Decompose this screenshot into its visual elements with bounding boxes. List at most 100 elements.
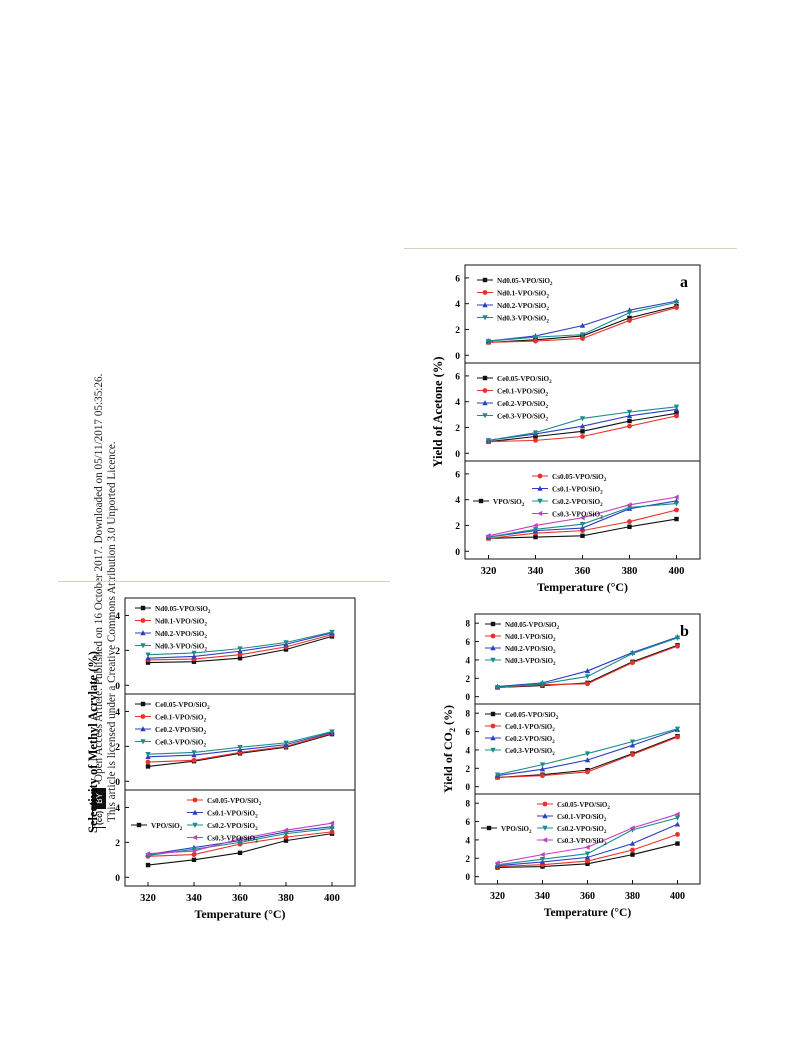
x-tick-label: 340: [186, 893, 202, 904]
data-point: [584, 844, 590, 850]
legend-marker: [192, 809, 198, 815]
data-point: [145, 660, 151, 665]
legend-label: Nd0.2-VPO/SiO2: [497, 302, 549, 312]
subplot-1: 0 2 4 6 Nd0.05-VPO/SiO2 Nd0.1-VPO/SiO2 Nd0.2-V…: [455, 274, 680, 362]
legend-marker: [482, 375, 488, 381]
data-point: [674, 305, 679, 310]
data-point: [584, 674, 591, 680]
legend-marker: [140, 739, 146, 745]
data-point: [145, 752, 151, 758]
legend-marker: [140, 630, 146, 636]
x-tick-label: 320: [481, 566, 497, 577]
data-point: [539, 857, 546, 863]
legend-marker: [490, 723, 496, 729]
divider-top: [404, 248, 737, 249]
y-tick-label: 8: [466, 799, 471, 809]
data-point: [627, 423, 632, 429]
data-point: [629, 840, 636, 846]
subplot-3: 0 2 4 6 VPO/SiO2 Cs0.05-VPO/SiO2 Cs0.1-VPO/SiO…: [455, 470, 680, 558]
data-point: [283, 647, 289, 652]
legend-label: Cs0.1-VPO/SiO2: [207, 810, 258, 820]
data-point: [630, 847, 635, 853]
data-point: [584, 854, 591, 860]
data-point: [673, 404, 680, 410]
data-point: [283, 831, 289, 837]
data-point: [329, 829, 335, 835]
data-point: [673, 494, 679, 500]
y-tick-label: 6: [455, 372, 460, 382]
data-point: [237, 652, 243, 658]
legend-label: Ce0.3-VPO/SiO2: [155, 739, 207, 749]
legend-marker: [140, 605, 146, 611]
y-axis-label: Selectivity of Methyl Acrylate (%): [86, 651, 100, 833]
legend-marker: [542, 801, 548, 807]
legend-label: Cs0.3-VPO/SiO2: [207, 835, 258, 845]
data-point: [191, 750, 197, 756]
data-point: [329, 820, 335, 826]
legend-label: VPO/SiO2: [501, 825, 532, 835]
data-point: [579, 423, 586, 429]
legend-label: Nd0.05-VPO/SiO2: [505, 621, 560, 631]
y-tick-label: 4: [466, 655, 471, 665]
x-tick-label: 400: [669, 566, 685, 577]
data-point: [627, 315, 632, 321]
data-point: [674, 726, 681, 732]
data-point: [675, 831, 680, 837]
legend-label: VPO/SiO2: [151, 822, 183, 832]
data-point: [674, 516, 679, 522]
legend-marker: [482, 400, 488, 406]
data-point: [237, 656, 243, 661]
legend-marker: [192, 797, 198, 803]
y-tick-label: 6: [466, 727, 471, 737]
legend-label: VPO/SiO2: [493, 498, 525, 508]
y-tick-label: 2: [466, 764, 471, 774]
data-point: [485, 438, 492, 444]
y-tick-label: 2: [115, 839, 120, 849]
data-point: [584, 757, 591, 763]
y-tick-label: 2: [115, 647, 120, 657]
legend-marker: [542, 813, 548, 819]
data-point: [329, 729, 335, 735]
y-tick-label: 0: [466, 872, 471, 882]
legend-marker: [140, 701, 146, 707]
legend-marker: [140, 643, 146, 649]
data-point: [485, 338, 492, 344]
data-point: [539, 851, 545, 858]
y-tick-label: 4: [115, 708, 120, 718]
data-point: [629, 739, 636, 745]
x-tick-label: 320: [490, 891, 505, 902]
legend-marker: [537, 510, 543, 517]
legend-label: Ce0.1-VPO/SiO2: [155, 714, 207, 724]
data-point: [532, 522, 538, 529]
legend-marker: [490, 657, 496, 663]
data-point: [629, 825, 635, 831]
legend-marker: [482, 302, 488, 308]
legend-label: Ce0.2-VPO/SiO2: [155, 726, 207, 736]
data-point: [283, 838, 289, 843]
y-tick-label: 6: [455, 470, 460, 480]
y-tick-label: 6: [455, 274, 460, 284]
x-axis-label: Temperature (°C): [544, 907, 631, 919]
x-tick-label: 380: [625, 891, 640, 902]
data-point: [329, 826, 335, 832]
y-tick-label: 0: [115, 682, 120, 692]
subplot-3: 0 2 4 VPO/SiO2 Cs0.05-VPO/SiO2 Cs0.1-VPO/SiO2…: [115, 797, 335, 884]
y-axis-label: Yield of CO2 (%): [441, 705, 457, 793]
data-point: [145, 652, 151, 658]
y-tick-label: 2: [455, 326, 460, 336]
legend-marker: [478, 498, 484, 504]
subplot-2: 0 2 4 6 8 Ce0.05-VPO/SiO2 Ce0.1-VPO/SiO2 Ce0.2-…: [466, 709, 681, 792]
y-tick-label: 4: [466, 835, 471, 845]
data-point: [533, 338, 538, 344]
data-point: [579, 416, 586, 422]
data-point: [673, 300, 680, 306]
legend-marker: [490, 747, 496, 753]
divider-left: [58, 581, 390, 582]
y-tick-label: 0: [115, 778, 120, 788]
data-point: [673, 501, 680, 507]
legend-marker: [542, 837, 548, 843]
legend-marker: [537, 473, 543, 479]
data-point: [191, 650, 197, 656]
y-tick-label: 0: [455, 352, 460, 362]
data-point: [629, 742, 636, 748]
